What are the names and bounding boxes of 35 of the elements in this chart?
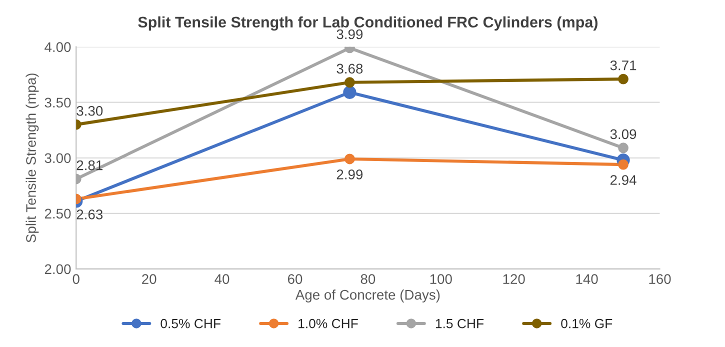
y-tick-label: 3.50 [44, 98, 71, 108]
y-tick-label: 2.00 [44, 264, 71, 274]
legend-label: 1.0% CHF [298, 318, 358, 328]
data-label: 3.68 [336, 64, 363, 74]
y-tick-label: 3.00 [44, 153, 71, 164]
x-axis-title: Age of Concrete (Days) [295, 290, 440, 302]
point [343, 86, 356, 99]
point [618, 74, 628, 84]
y-tick-label: 4.00 [44, 42, 71, 52]
data-label: 2.63 [76, 210, 103, 220]
x-tick-label: 80 [360, 274, 376, 284]
data-label: 3.09 [610, 129, 636, 140]
x-tick-label: 160 [649, 274, 671, 284]
chart-title: Split Tensile Strength for Lab Conditioned FRC Cylinders (mpa) [138, 16, 598, 31]
legend-label: 0.1% GF [561, 318, 612, 328]
y-tick-label: 2.50 [44, 208, 71, 219]
data-label: 2.99 [336, 170, 363, 180]
x-tick-label: 140 [576, 274, 598, 284]
data-label: 3.30 [76, 106, 103, 116]
data-label: 3.99 [336, 29, 363, 40]
point [344, 154, 355, 164]
data-label: 2.94 [610, 175, 636, 185]
y-axis-title: Split Tensile Strength (mpa) [26, 74, 39, 242]
point [618, 159, 628, 170]
x-tick-label: 120 [503, 274, 525, 284]
x-tick-label: 40 [214, 274, 230, 284]
x-tick-label: 60 [288, 274, 302, 284]
x-tick-label: 100 [430, 274, 452, 284]
data-label: 2.81 [76, 160, 102, 170]
legend-label: 0.5% CHF [160, 318, 220, 328]
point [344, 77, 355, 88]
x-tick-label: 0 [72, 274, 80, 284]
data-label: 3.71 [610, 60, 636, 70]
x-tick-label: 20 [142, 274, 156, 284]
legend-label: 1.5 CHF [436, 318, 484, 328]
